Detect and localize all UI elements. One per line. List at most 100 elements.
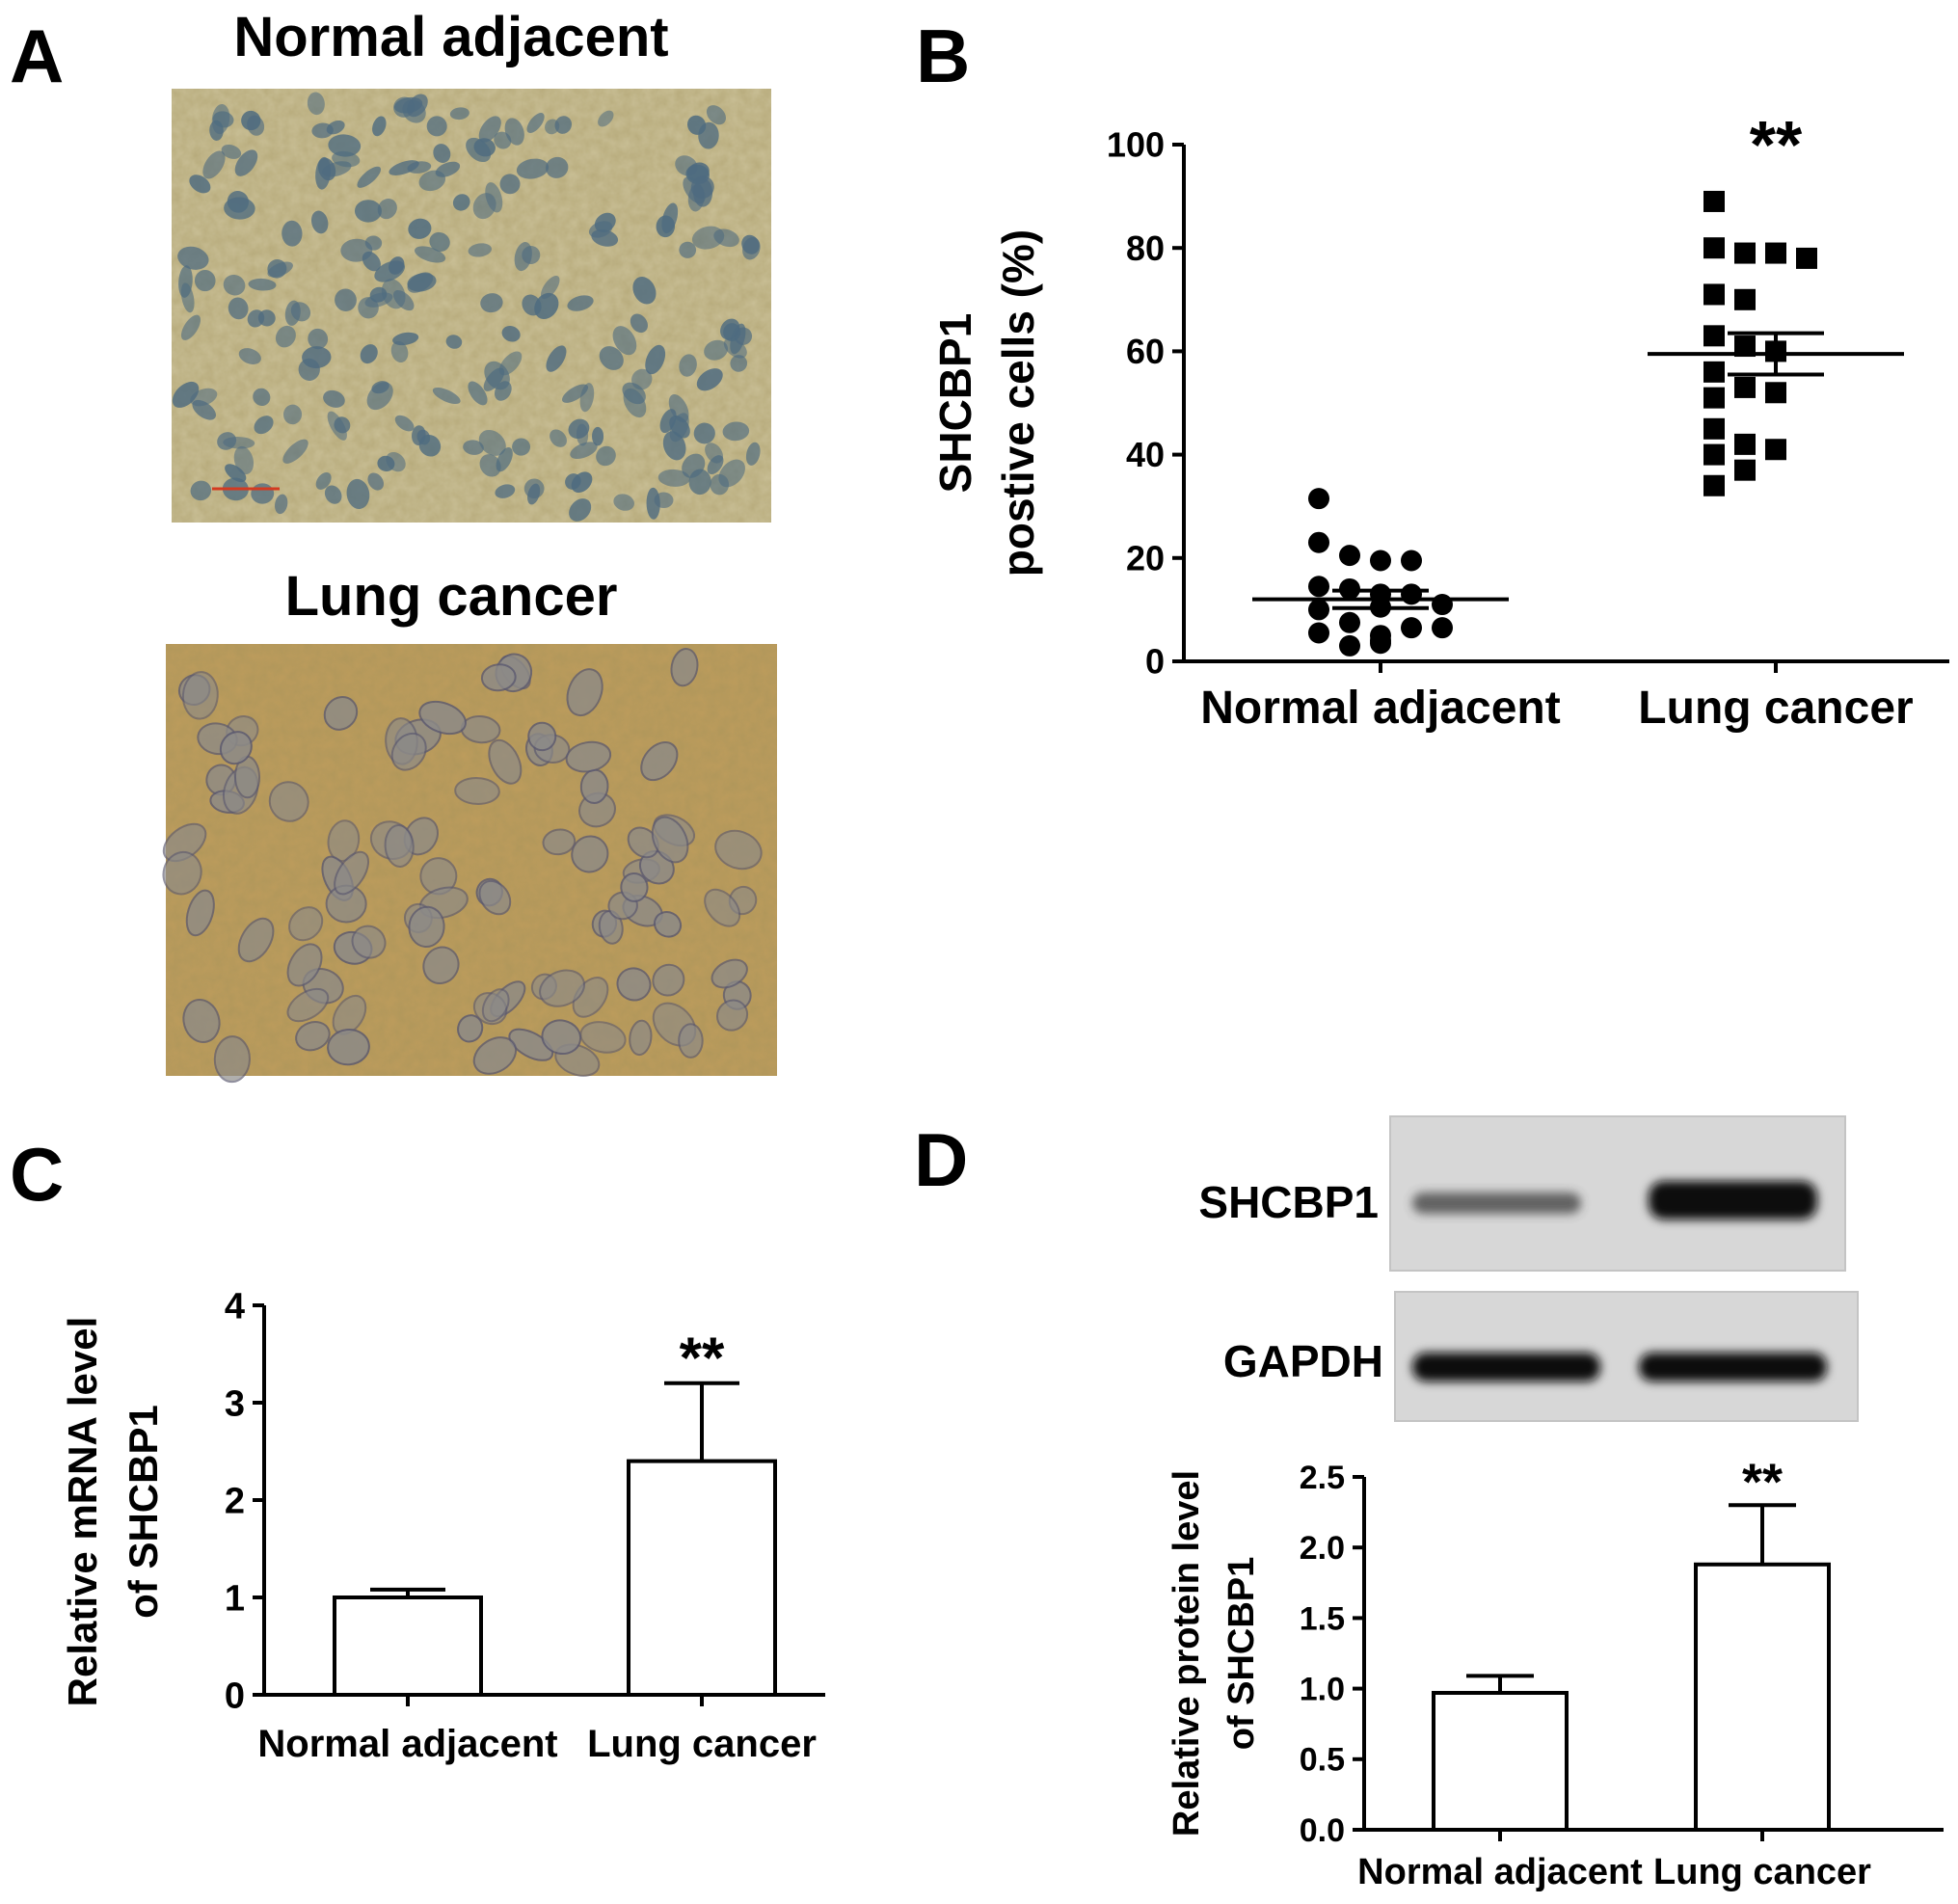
significance-marker: ** <box>1742 1453 1783 1511</box>
nucleus <box>711 958 748 989</box>
y-tick-label: 60 <box>1126 332 1165 371</box>
nucleus <box>358 297 379 319</box>
nucleus <box>454 777 500 805</box>
nucleus <box>598 909 624 945</box>
nucleus <box>730 355 748 372</box>
data-point-normal <box>1308 576 1329 598</box>
y-tick-label: 20 <box>1126 538 1165 577</box>
nucleus <box>433 144 451 163</box>
nucleus <box>472 193 496 220</box>
nucleus <box>323 389 345 408</box>
nucleus <box>381 279 406 309</box>
nucleus <box>653 911 683 938</box>
nucleus <box>657 469 690 487</box>
x-tick-label: Lung cancer <box>1653 1852 1871 1892</box>
nucleus <box>678 1023 704 1059</box>
nucleus <box>472 1036 518 1075</box>
nucleus <box>234 149 258 176</box>
nucleus <box>594 212 616 233</box>
nuclei-normal <box>172 92 761 522</box>
data-point-cancer <box>1703 387 1725 409</box>
data-point-normal <box>1401 617 1422 639</box>
nucleus <box>718 459 745 488</box>
nucleus <box>390 732 427 771</box>
nucleus <box>185 889 215 937</box>
nucleus <box>596 445 616 467</box>
nucleus <box>209 120 224 141</box>
nucleus <box>554 116 573 134</box>
blot-band-shcbp1-normal <box>1412 1193 1581 1214</box>
nucleus <box>190 480 212 501</box>
nucleus <box>616 967 652 1002</box>
nucleus <box>267 259 287 279</box>
nucleus <box>182 999 221 1043</box>
nucleus <box>432 387 461 405</box>
data-point-cancer <box>1703 237 1725 259</box>
nucleus <box>652 963 685 997</box>
data-point-normal <box>1339 611 1360 633</box>
nucleus <box>307 92 325 116</box>
nucleus <box>696 368 723 391</box>
nucleus <box>238 348 261 364</box>
nucleus <box>576 423 589 446</box>
nucleus <box>495 484 516 498</box>
nucleus <box>481 988 510 1023</box>
nuclei-cancer <box>162 648 763 1084</box>
nucleus <box>675 155 698 176</box>
x-tick-label: Lung cancer <box>1638 683 1913 734</box>
nucleus <box>418 434 442 457</box>
nucleus <box>248 278 277 291</box>
blot-band-shcbp1-cancer <box>1649 1181 1817 1220</box>
nucleus <box>566 668 603 717</box>
nucleus <box>257 309 276 327</box>
nucleus <box>334 850 370 896</box>
data-point-cancer <box>1796 247 1817 269</box>
nucleus <box>362 251 381 272</box>
y-tick-label: 0 <box>1145 642 1165 682</box>
nucleus <box>570 442 598 460</box>
nucleus <box>651 816 689 864</box>
nucleus <box>310 210 329 234</box>
nucleus <box>219 731 253 765</box>
nucleus <box>302 346 332 369</box>
bar <box>1694 1562 1831 1832</box>
nucleus <box>181 671 219 720</box>
data-point-normal <box>1432 617 1453 639</box>
y-tick-label: 0 <box>225 1676 245 1716</box>
nucleus <box>282 439 308 464</box>
nucleus <box>523 478 545 499</box>
nucleus <box>704 888 741 927</box>
nucleus <box>480 663 517 692</box>
nucleus <box>478 116 501 143</box>
nucleus <box>389 256 405 275</box>
nucleus <box>512 438 531 456</box>
nucleus <box>225 464 247 483</box>
y-tick-label: 1.5 <box>1300 1600 1345 1637</box>
nucleus <box>687 115 707 135</box>
nucleus <box>599 346 624 370</box>
nucleus <box>704 339 729 361</box>
nucleus <box>449 107 469 121</box>
x-tick-label: Lung cancer <box>587 1723 817 1765</box>
nucleus <box>468 381 488 406</box>
y-axis-label: SHCBP1 <box>930 313 980 494</box>
nucleus <box>662 431 686 461</box>
nucleus <box>407 161 432 174</box>
nucleus <box>162 822 207 863</box>
nucleus <box>592 426 604 446</box>
nucleus <box>323 696 359 731</box>
y-tick-label: 4 <box>225 1286 245 1327</box>
nucleus <box>177 246 209 270</box>
blot-label-gapdh: GAPDH <box>1223 1336 1383 1386</box>
panel-c-bar-chart: 0 1 2 3 4 Normal adjacent Lung cancer Relative … <box>60 1286 825 1765</box>
nucleus <box>654 492 674 509</box>
data-point-cancer <box>1765 242 1786 264</box>
data-point-cancer <box>1703 325 1725 347</box>
nucleus <box>275 325 296 348</box>
nucleus <box>357 166 382 188</box>
nucleus <box>541 276 560 300</box>
data-point-normal <box>1370 632 1391 655</box>
nucleus <box>571 835 609 873</box>
nucleus <box>392 332 419 346</box>
nucleus <box>408 218 432 239</box>
